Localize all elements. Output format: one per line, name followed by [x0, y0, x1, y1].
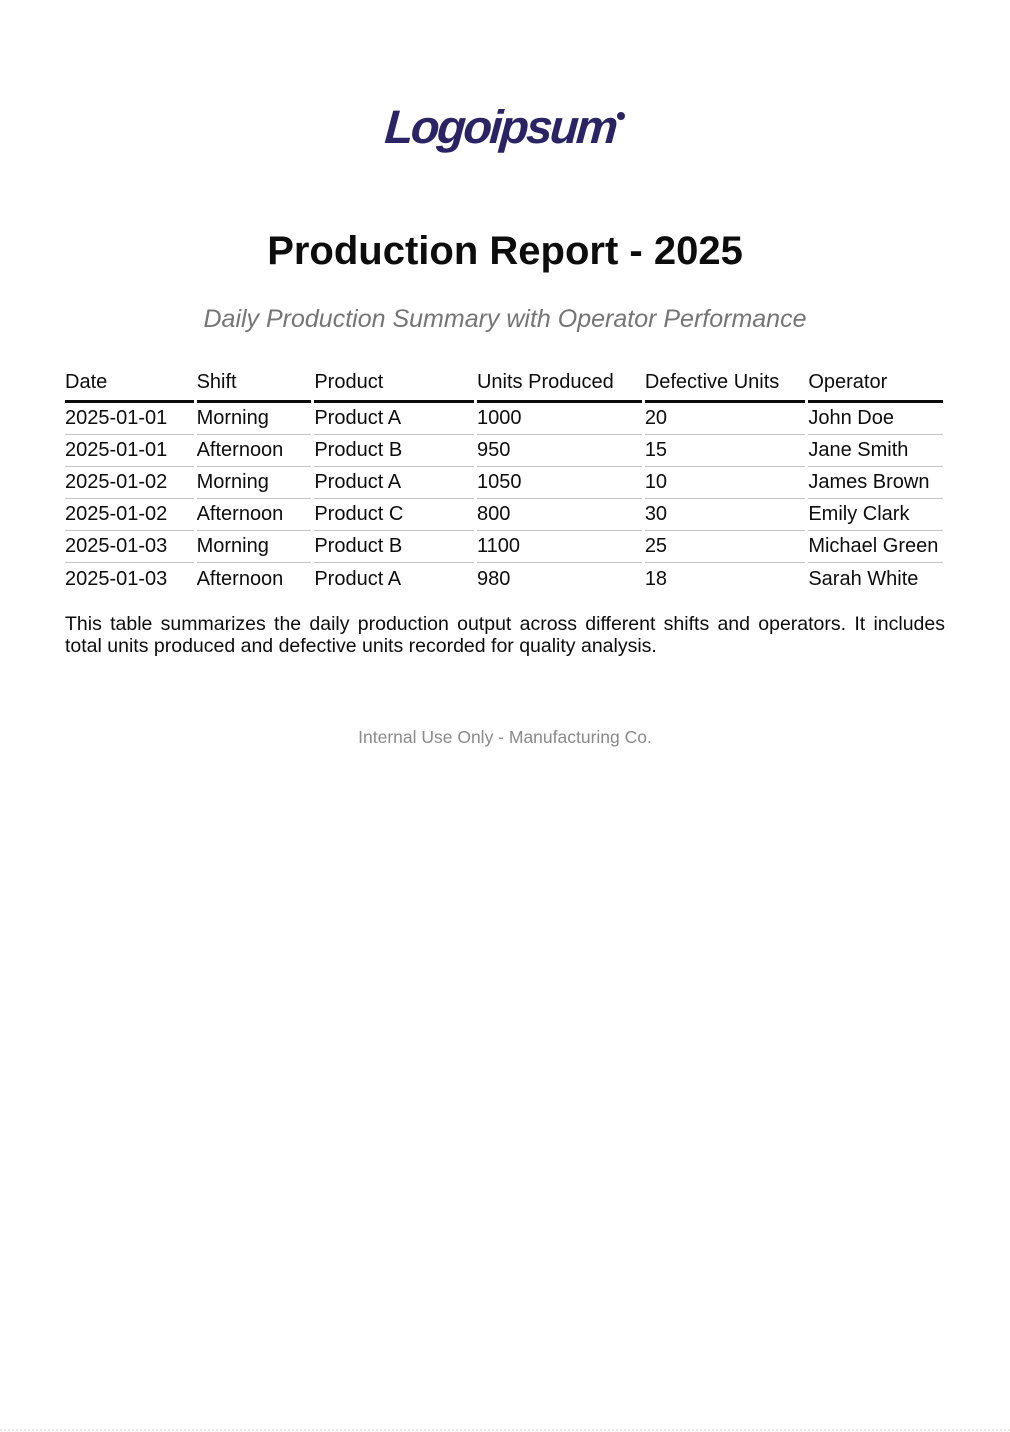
cell-date: 2025-01-01	[65, 403, 194, 435]
page-title: Production Report - 2025	[267, 229, 743, 273]
table-row: 2025-01-02 Morning Product A 1050 10 Jam…	[65, 467, 943, 499]
cell-shift: Morning	[196, 531, 312, 563]
column-header-product: Product	[314, 370, 474, 403]
cell-units-produced: 1000	[476, 403, 642, 435]
cell-defective-units: 15	[644, 435, 806, 467]
cell-units-produced: 1100	[476, 531, 642, 563]
cell-date: 2025-01-03	[65, 567, 168, 590]
cell-product: Product B	[314, 531, 474, 563]
cell-defective-units: 30	[644, 499, 806, 531]
page-break-divider	[0, 1429, 1010, 1431]
cell-defective-units: 18	[644, 567, 668, 590]
column-header-shift: Shift	[196, 370, 312, 403]
cell-product: Product A	[314, 567, 402, 590]
cell-defective-units: 10	[644, 467, 806, 499]
cell-date: 2025-01-01	[65, 435, 194, 467]
logo-dot-icon	[617, 112, 626, 120]
cell-product: Product A	[314, 403, 474, 435]
cell-shift: Afternoon	[196, 499, 312, 531]
cell-operator: James Brown	[808, 467, 943, 499]
table-row: 2025-01-01 Morning Product A 1000 20 Joh…	[65, 403, 943, 435]
table-header-row: Date Shift Product Units Produced Defect…	[65, 370, 943, 403]
cell-shift: Morning	[196, 467, 312, 499]
table-row: 2025-01-02 Afternoon Product C 800 30 Em…	[65, 499, 943, 531]
cell-date: 2025-01-02	[65, 499, 194, 531]
column-header-operator: Operator	[808, 370, 943, 403]
column-header-units-produced: Units Produced	[476, 370, 642, 403]
cell-defective-units: 25	[644, 531, 806, 563]
cell-units-produced: 1050	[476, 467, 642, 499]
cell-product: Product B	[314, 435, 474, 467]
cell-units-produced: 980	[476, 567, 511, 590]
description-text: This table summarizes the daily producti…	[65, 613, 945, 657]
cell-units-produced: 950	[476, 435, 642, 467]
column-header-date: Date	[65, 370, 194, 403]
cell-operator: Emily Clark	[808, 499, 943, 531]
cell-product: Product A	[314, 467, 474, 499]
footer-note: Internal Use Only - Manufacturing Co.	[358, 727, 652, 747]
cell-shift: Morning	[196, 403, 312, 435]
table-row: 2025-01-01 Afternoon Product B 950 15 Ja…	[65, 435, 943, 467]
cell-date: 2025-01-03	[65, 531, 194, 563]
cell-operator: John Doe	[808, 403, 943, 435]
cell-product: Product C	[314, 499, 474, 531]
cell-defective-units: 20	[644, 403, 806, 435]
table-row: 2025-01-03 Morning Product B 1100 25 Mic…	[65, 531, 943, 563]
cell-shift: Afternoon	[196, 435, 312, 467]
cell-operator: Jane Smith	[808, 435, 943, 467]
cell-units-produced: 800	[476, 499, 642, 531]
production-table: Date Shift Product Units Produced Defect…	[62, 370, 946, 595]
cell-date: 2025-01-02	[65, 467, 194, 499]
cell-operator: Sarah White	[808, 567, 919, 590]
page-subtitle: Daily Production Summary with Operator P…	[203, 305, 807, 333]
cell-operator: Michael Green	[808, 531, 943, 563]
table-row: 2025-01-03 Afternoon Product A 980 18 Sa…	[65, 563, 943, 595]
logo-wordmark: Logoipsum	[382, 100, 618, 153]
column-header-defective-units: Defective Units	[644, 370, 806, 403]
company-logo: Logoipsum	[0, 0, 1010, 165]
cell-shift: Afternoon	[196, 567, 284, 590]
